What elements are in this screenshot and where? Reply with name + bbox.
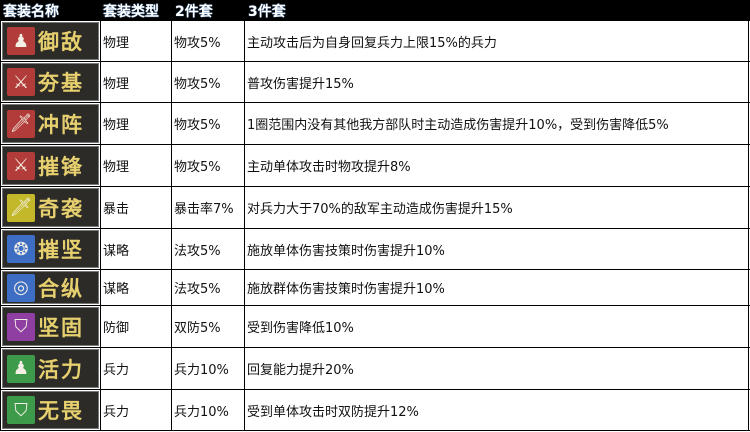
three-piece-bonus: 主动单体攻击时物攻提升8% (245, 145, 749, 186)
two-piece-bonus: 物攻5% (172, 62, 245, 102)
two-piece-bonus: 物攻5% (172, 145, 245, 186)
set-name-cell: ◎ 合纵 (0, 270, 101, 305)
set-name-cell: ❂ 摧坚 (0, 229, 101, 269)
table-row: ♟ 御敌 物理 物攻5% 主动攻击后为自身回复兵力上限15%的兵力 (0, 21, 750, 62)
set-badge: ⛉ 坚固 (2, 307, 99, 346)
set-type: 防御 (101, 306, 172, 347)
sword-icon: ⚔ (7, 68, 35, 96)
sword-icon: ⚔ (7, 151, 35, 180)
set-type: 物理 (101, 103, 172, 144)
three-piece-bonus: 受到单体攻击时双防提升12% (245, 390, 749, 430)
set-name-cell: 🗡 奇袭 (0, 187, 101, 228)
set-name-cell: ⚔ 夯基 (0, 62, 101, 102)
set-type: 兵力 (101, 390, 172, 430)
set-name-cell: ⚔ 摧锋 (0, 145, 101, 186)
set-name: 活力 (38, 356, 84, 382)
set-name: 奇袭 (38, 195, 84, 221)
set-name: 夯基 (38, 70, 84, 95)
shield-icon: ⛉ (7, 312, 35, 341)
table-row: 🗡 奇袭 暴击 暴击率7% 对兵力大于70%的敌军主动造成伤害提升15% (0, 187, 750, 229)
three-piece-bonus: 对兵力大于70%的敌军主动造成伤害提升15% (245, 187, 749, 228)
set-badge: ♟ 御敌 (2, 22, 99, 60)
table-row: ♟ 活力 兵力 兵力10% 回复能力提升20% (0, 348, 750, 390)
table-row: ❂ 摧坚 谋略 法攻5% 施放单体伤害技策时伤害提升10% (0, 229, 750, 270)
header-set-type: 套装类型 (103, 4, 159, 20)
header-two-piece: 2件套 (175, 4, 213, 20)
set-name: 摧锋 (38, 153, 84, 179)
two-piece-bonus: 兵力10% (172, 390, 245, 430)
set-type: 谋略 (101, 229, 172, 269)
two-piece-bonus: 暴击率7% (172, 187, 245, 228)
three-piece-bonus: 1圈范围内没有其他我方部队时主动造成伤害提升10%，受到伤害降低5% (245, 103, 749, 144)
header-three-piece: 3件套 (248, 4, 286, 20)
set-name: 无畏 (38, 398, 84, 423)
set-type: 暴击 (101, 187, 172, 228)
eye-icon: ◎ (7, 273, 35, 302)
set-name: 合纵 (38, 275, 84, 301)
set-badge: 🗡 冲阵 (2, 104, 99, 143)
shield-icon: ⛉ (7, 396, 35, 424)
two-piece-bonus: 兵力10% (172, 348, 245, 389)
set-type: 物理 (101, 62, 172, 102)
three-piece-bonus: 回复能力提升20% (245, 348, 749, 389)
set-badge: ⚔ 夯基 (2, 63, 99, 101)
set-name-cell: ♟ 御敌 (0, 21, 101, 61)
three-piece-bonus: 主动攻击后为自身回复兵力上限15%的兵力 (245, 21, 749, 61)
table-header: 套装名称 套装类型 2件套 3件套 (0, 0, 750, 21)
two-piece-bonus: 物攻5% (172, 21, 245, 61)
table-row: 🗡 冲阵 物理 物攻5% 1圈范围内没有其他我方部队时主动造成伤害提升10%，受到… (0, 103, 750, 145)
table-row: ⛉ 无畏 兵力 兵力10% 受到单体攻击时双防提升12% (0, 390, 750, 431)
set-name-cell: ⛉ 坚固 (0, 306, 101, 347)
two-piece-bonus: 法攻5% (172, 270, 245, 305)
set-type: 兵力 (101, 348, 172, 389)
table-row: ⚔ 夯基 物理 物攻5% 普攻伤害提升15% (0, 62, 750, 103)
whirl-icon: ❂ (7, 235, 35, 263)
three-piece-bonus: 施放群体伤害技策时伤害提升10% (245, 270, 749, 305)
two-piece-bonus: 双防5% (172, 306, 245, 347)
three-piece-bonus: 施放单体伤害技策时伤害提升10% (245, 229, 749, 269)
set-badge: ◎ 合纵 (2, 271, 99, 304)
soldier-icon: ♟ (7, 354, 35, 383)
set-badge: ❂ 摧坚 (2, 230, 99, 268)
set-badge: 🗡 奇袭 (2, 188, 99, 227)
soldier-icon: ♟ (7, 27, 35, 55)
set-name: 冲阵 (38, 111, 84, 137)
set-name-cell: 🗡 冲阵 (0, 103, 101, 144)
dagger-icon: 🗡 (7, 109, 35, 138)
set-type: 物理 (101, 145, 172, 186)
set-badge: ⛉ 无畏 (2, 391, 99, 429)
header-set-name: 套装名称 (3, 4, 59, 20)
set-badge: ⚔ 摧锋 (2, 146, 99, 185)
three-piece-bonus: 普攻伤害提升15% (245, 62, 749, 102)
set-name-cell: ♟ 活力 (0, 348, 101, 389)
dagger-icon: 🗡 (7, 193, 35, 222)
two-piece-bonus: 物攻5% (172, 103, 245, 144)
three-piece-bonus: 受到伤害降低10% (245, 306, 749, 347)
set-name: 摧坚 (38, 237, 84, 262)
set-type: 谋略 (101, 270, 172, 305)
table-row: ⚔ 摧锋 物理 物攻5% 主动单体攻击时物攻提升8% (0, 145, 750, 187)
table-row: ⛉ 坚固 防御 双防5% 受到伤害降低10% (0, 306, 750, 348)
set-name: 坚固 (38, 314, 84, 340)
set-badge: ♟ 活力 (2, 349, 99, 388)
set-name: 御敌 (38, 29, 84, 54)
two-piece-bonus: 法攻5% (172, 229, 245, 269)
table-row: ◎ 合纵 谋略 法攻5% 施放群体伤害技策时伤害提升10% (0, 270, 750, 306)
set-type: 物理 (101, 21, 172, 61)
set-name-cell: ⛉ 无畏 (0, 390, 101, 430)
